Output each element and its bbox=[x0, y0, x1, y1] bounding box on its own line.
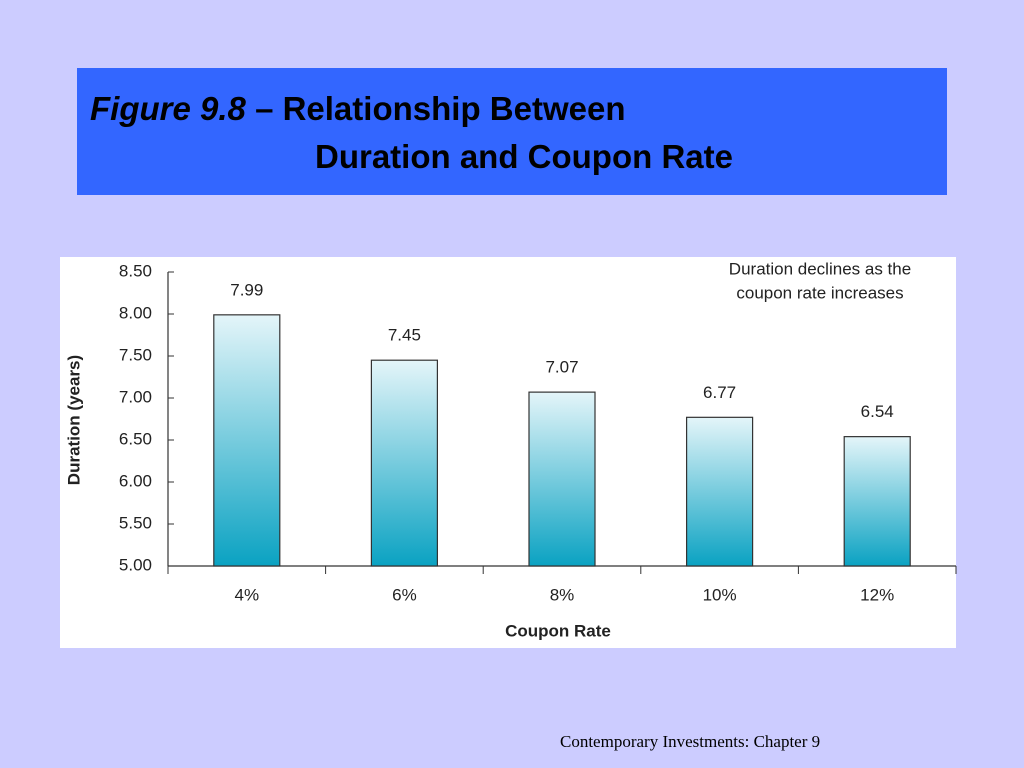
bar bbox=[843, 436, 911, 567]
x-axis-title: Coupon Rate bbox=[505, 621, 611, 640]
value-label: 6.77 bbox=[703, 383, 736, 402]
annotation: coupon rate increases bbox=[736, 283, 903, 302]
y-tick-label: 6.00 bbox=[119, 471, 152, 490]
figure-label: Figure 9.8 bbox=[90, 90, 246, 127]
bar bbox=[528, 391, 596, 567]
x-tick-label: 4% bbox=[235, 585, 260, 604]
annotation: Duration declines as the bbox=[729, 259, 911, 278]
y-tick-label: 6.50 bbox=[119, 429, 152, 448]
y-tick-label: 8.50 bbox=[119, 261, 152, 280]
x-tick-label: 6% bbox=[392, 585, 417, 604]
value-label: 7.99 bbox=[230, 280, 263, 299]
title-box: Figure 9.8 – Relationship Between Durati… bbox=[77, 68, 947, 195]
y-axis-title: Duration (years) bbox=[64, 355, 83, 485]
chart-panel bbox=[60, 257, 956, 648]
footer: Contemporary Investments: Chapter 9 bbox=[560, 732, 821, 751]
x-tick-label: 10% bbox=[703, 585, 737, 604]
y-tick-label: 5.00 bbox=[119, 555, 152, 574]
title-line: Figure 9.8 – Relationship Between bbox=[90, 90, 625, 128]
y-tick-label: 7.00 bbox=[119, 387, 152, 406]
title-line: Duration and Coupon Rate bbox=[315, 138, 733, 175]
title-text: – Relationship Between bbox=[255, 90, 626, 127]
bar bbox=[370, 359, 438, 567]
bar bbox=[685, 416, 754, 567]
value-label: 7.45 bbox=[388, 326, 421, 345]
x-tick-label: 8% bbox=[550, 585, 575, 604]
bar bbox=[213, 314, 281, 567]
x-tick-label: 12% bbox=[860, 585, 894, 604]
y-tick-label: 5.50 bbox=[119, 513, 152, 532]
y-tick-label: 7.50 bbox=[119, 345, 152, 364]
value-label: 6.54 bbox=[861, 402, 894, 421]
y-tick-label: 8.00 bbox=[119, 303, 152, 322]
value-label: 7.07 bbox=[545, 358, 578, 377]
